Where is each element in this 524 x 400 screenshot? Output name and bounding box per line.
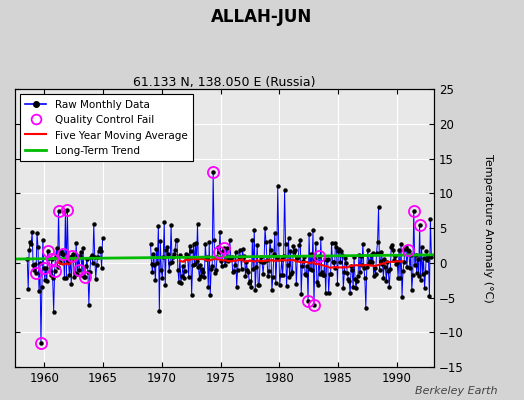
Title: 61.133 N, 138.050 E (Russia): 61.133 N, 138.050 E (Russia) xyxy=(134,76,316,89)
Text: Berkeley Earth: Berkeley Earth xyxy=(416,386,498,396)
Y-axis label: Temperature Anomaly (°C): Temperature Anomaly (°C) xyxy=(483,154,493,302)
Text: ALLAH-JUN: ALLAH-JUN xyxy=(211,8,313,26)
Legend: Raw Monthly Data, Quality Control Fail, Five Year Moving Average, Long-Term Tren: Raw Monthly Data, Quality Control Fail, … xyxy=(20,94,192,161)
